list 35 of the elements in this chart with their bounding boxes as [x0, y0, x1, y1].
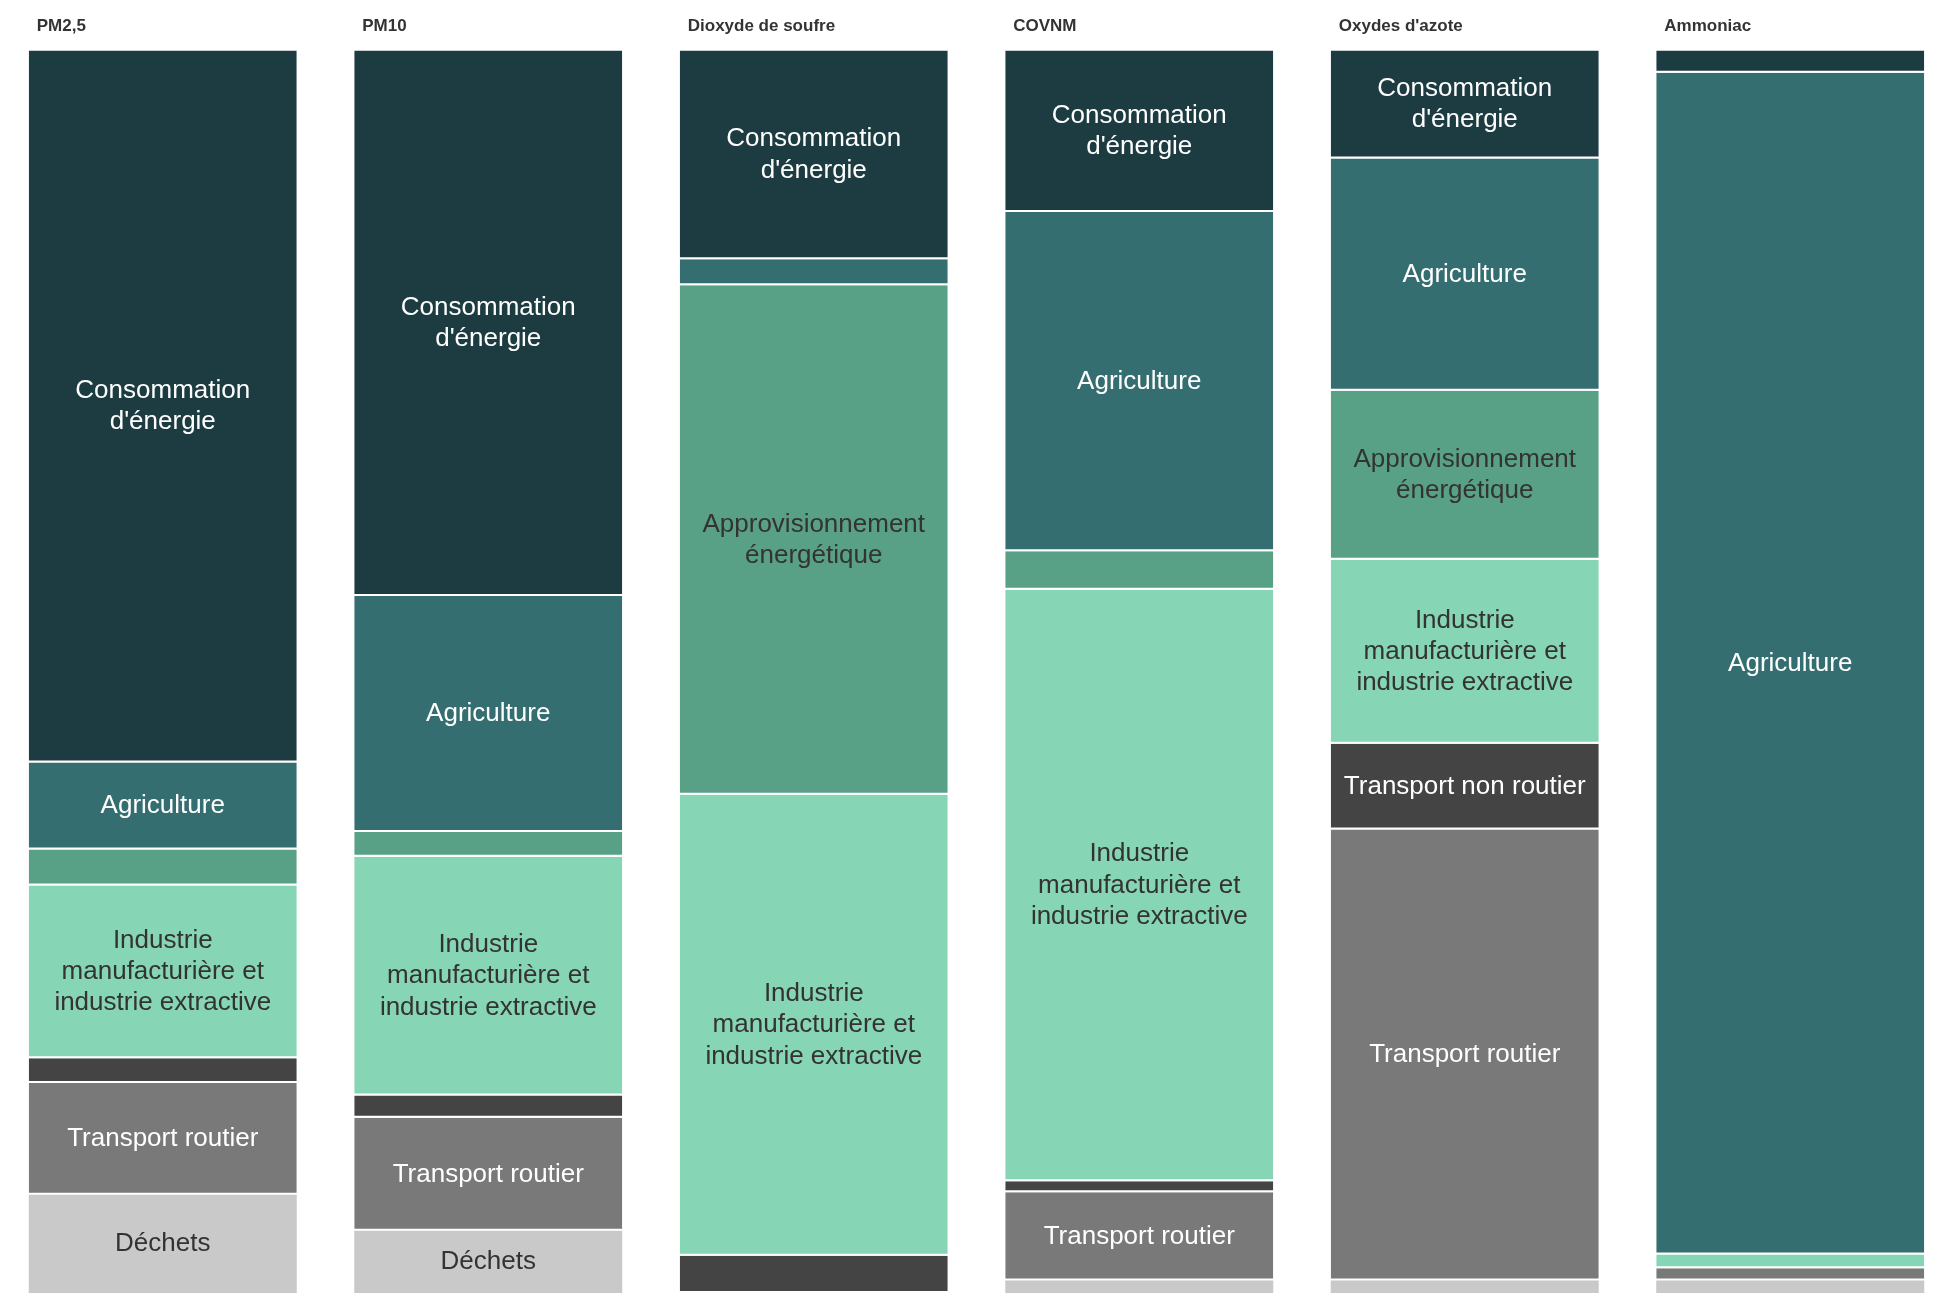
text: Consommation d'énergie — [400, 290, 576, 352]
text: Industrie manufacturière et industrie extractive — [379, 928, 597, 1021]
series-label: Approvisionnement énergétique — [702, 507, 926, 569]
text: Agriculture — [1077, 364, 1202, 395]
text: Industrie manufacturière et industrie extractive — [705, 977, 923, 1070]
series-label: Industrie manufacturière et industrie extractive — [1030, 837, 1248, 930]
text: Transport routier — [1369, 1038, 1561, 1069]
text: Consommation d'énergie — [1051, 98, 1227, 160]
series-label: Déchets — [440, 1245, 536, 1276]
x-tick-label: PM2,5 — [36, 15, 86, 35]
bar — [1005, 1280, 1274, 1293]
x-tick-label: PM10 — [362, 15, 407, 35]
bar — [354, 1230, 623, 1293]
series-label: Consommation d'énergie — [1377, 72, 1553, 134]
text: Consommation d'énergie — [75, 373, 251, 436]
text: Agriculture — [426, 697, 551, 728]
text: Agriculture — [1402, 257, 1527, 288]
x-tick-label: Ammoniac — [1664, 15, 1752, 35]
series-label: Agriculture — [100, 789, 225, 820]
text: Approvisionnement énergétique — [1353, 442, 1577, 505]
series-label: Transport non routier — [1343, 769, 1586, 800]
bar — [1330, 1280, 1599, 1293]
text: Industrie manufacturière et industrie extractive — [1356, 603, 1574, 697]
x-tick-label: COVNM — [1013, 15, 1077, 35]
bar — [1656, 1280, 1925, 1293]
text: Transport routier — [392, 1157, 584, 1188]
x-tick-label: Dioxyde de soufre — [687, 15, 836, 35]
bar — [28, 1194, 297, 1293]
text: Agriculture — [1728, 646, 1853, 677]
series-label: Transport routier — [1043, 1219, 1236, 1250]
text: Industrie manufacturière et industrie extractive — [54, 923, 272, 1017]
text: Déchets — [115, 1227, 211, 1258]
text: Transport routier — [67, 1122, 259, 1153]
text: Consommation d'énergie — [726, 122, 902, 184]
x-tick-label: Oxydes d'azote — [1338, 15, 1463, 35]
